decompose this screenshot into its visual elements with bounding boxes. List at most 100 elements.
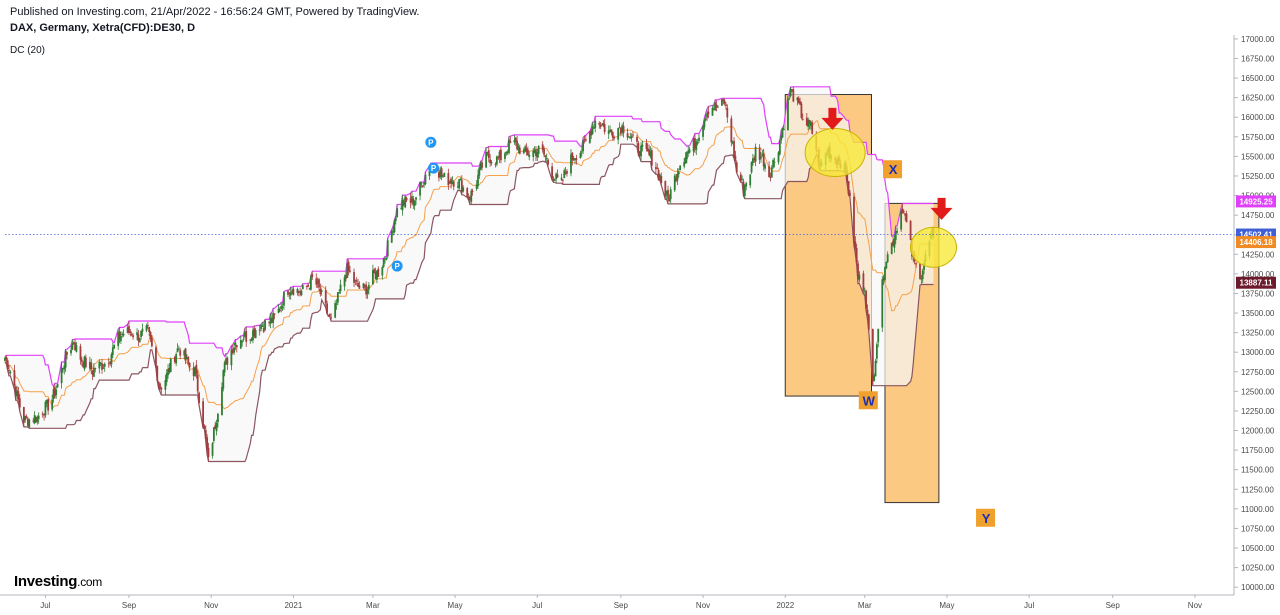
channel-area bbox=[5, 86, 934, 462]
candle bbox=[487, 146, 490, 163]
candle-body bbox=[500, 149, 502, 161]
candle bbox=[122, 329, 125, 338]
candle bbox=[777, 151, 780, 165]
candle-body bbox=[297, 291, 300, 293]
candle-body bbox=[424, 174, 427, 184]
candle bbox=[217, 412, 219, 428]
candle-body bbox=[324, 290, 327, 304]
candle bbox=[405, 196, 408, 202]
candle-body bbox=[196, 374, 199, 392]
candle-body bbox=[787, 99, 789, 131]
candle-body bbox=[694, 138, 696, 149]
candle bbox=[423, 182, 425, 188]
candle-body bbox=[296, 288, 299, 294]
candle-body bbox=[773, 161, 776, 163]
candle-body bbox=[460, 180, 463, 193]
candle-body bbox=[646, 148, 649, 152]
candle bbox=[873, 373, 876, 382]
candle bbox=[392, 226, 395, 236]
candle-body bbox=[532, 150, 535, 157]
candle-body bbox=[203, 426, 206, 429]
candle-body bbox=[260, 324, 262, 330]
candle-body bbox=[905, 213, 908, 223]
candle bbox=[731, 140, 734, 145]
candle-body bbox=[330, 317, 333, 319]
candle-body bbox=[231, 349, 234, 354]
candle bbox=[518, 144, 521, 155]
candle bbox=[297, 290, 300, 297]
candle bbox=[338, 289, 341, 294]
candle bbox=[165, 369, 168, 386]
candle bbox=[754, 143, 757, 167]
y-tick-label: 14250.00 bbox=[1241, 250, 1275, 259]
candle bbox=[365, 281, 368, 299]
candle bbox=[574, 158, 576, 165]
candle bbox=[563, 168, 566, 179]
candle-body bbox=[308, 288, 311, 290]
candle-body bbox=[374, 272, 377, 279]
candle bbox=[485, 147, 487, 169]
candle-body bbox=[362, 283, 365, 289]
published-caption: Published on Investing.com, 21/Apr/2022 … bbox=[10, 6, 420, 18]
candle-body bbox=[734, 155, 737, 162]
candle-body bbox=[122, 333, 125, 336]
candle-body bbox=[280, 306, 283, 309]
candle-body bbox=[93, 367, 95, 377]
candle-body bbox=[33, 414, 36, 424]
candle bbox=[396, 204, 399, 218]
candle bbox=[138, 337, 141, 343]
candle-body bbox=[854, 241, 857, 249]
candle-body bbox=[320, 290, 323, 292]
candle-body bbox=[82, 362, 85, 368]
candle-body bbox=[618, 127, 621, 129]
candle bbox=[628, 136, 630, 138]
candle bbox=[654, 162, 657, 175]
candle bbox=[14, 384, 17, 401]
x-tick-label: Jul bbox=[532, 601, 542, 610]
candle-body bbox=[466, 188, 469, 197]
candle-body bbox=[628, 136, 630, 138]
candle bbox=[677, 168, 680, 178]
candle-body bbox=[55, 389, 58, 395]
candle bbox=[272, 308, 275, 329]
candle-body bbox=[113, 345, 116, 349]
candle-body bbox=[223, 362, 226, 373]
candle-body bbox=[160, 387, 163, 390]
candle-body bbox=[858, 274, 861, 280]
candle bbox=[636, 134, 638, 148]
candle-body bbox=[579, 152, 582, 159]
candle bbox=[877, 328, 880, 348]
candle bbox=[730, 115, 733, 147]
candle bbox=[35, 416, 37, 423]
candle-body bbox=[242, 338, 245, 340]
candle bbox=[460, 175, 463, 195]
candle bbox=[32, 417, 35, 424]
candle-body bbox=[796, 97, 799, 101]
candle bbox=[128, 320, 130, 336]
y-tick-label: 12500.00 bbox=[1241, 387, 1275, 396]
candle-body bbox=[560, 177, 563, 180]
candle bbox=[508, 136, 510, 155]
candle bbox=[413, 200, 416, 211]
investing-logo: Investing.com bbox=[14, 573, 102, 590]
candle-body bbox=[498, 151, 501, 158]
candle-body bbox=[516, 140, 518, 150]
candle bbox=[778, 139, 781, 156]
candle bbox=[683, 158, 686, 169]
candle bbox=[638, 151, 641, 158]
candle-body bbox=[611, 131, 614, 138]
candle-body bbox=[721, 99, 723, 106]
candle bbox=[599, 121, 602, 130]
candle-body bbox=[602, 123, 605, 126]
candle-body bbox=[319, 288, 322, 294]
candle-body bbox=[622, 125, 625, 134]
candle-body bbox=[252, 330, 254, 341]
candle bbox=[424, 171, 427, 186]
candle-body bbox=[119, 336, 122, 342]
candle bbox=[545, 153, 548, 163]
axes: 10000.00 10250.00 10500.00 10750.00 11000.00… bbox=[0, 35, 1276, 610]
candle-body bbox=[176, 348, 179, 353]
candle bbox=[98, 359, 101, 374]
candle bbox=[41, 411, 44, 418]
